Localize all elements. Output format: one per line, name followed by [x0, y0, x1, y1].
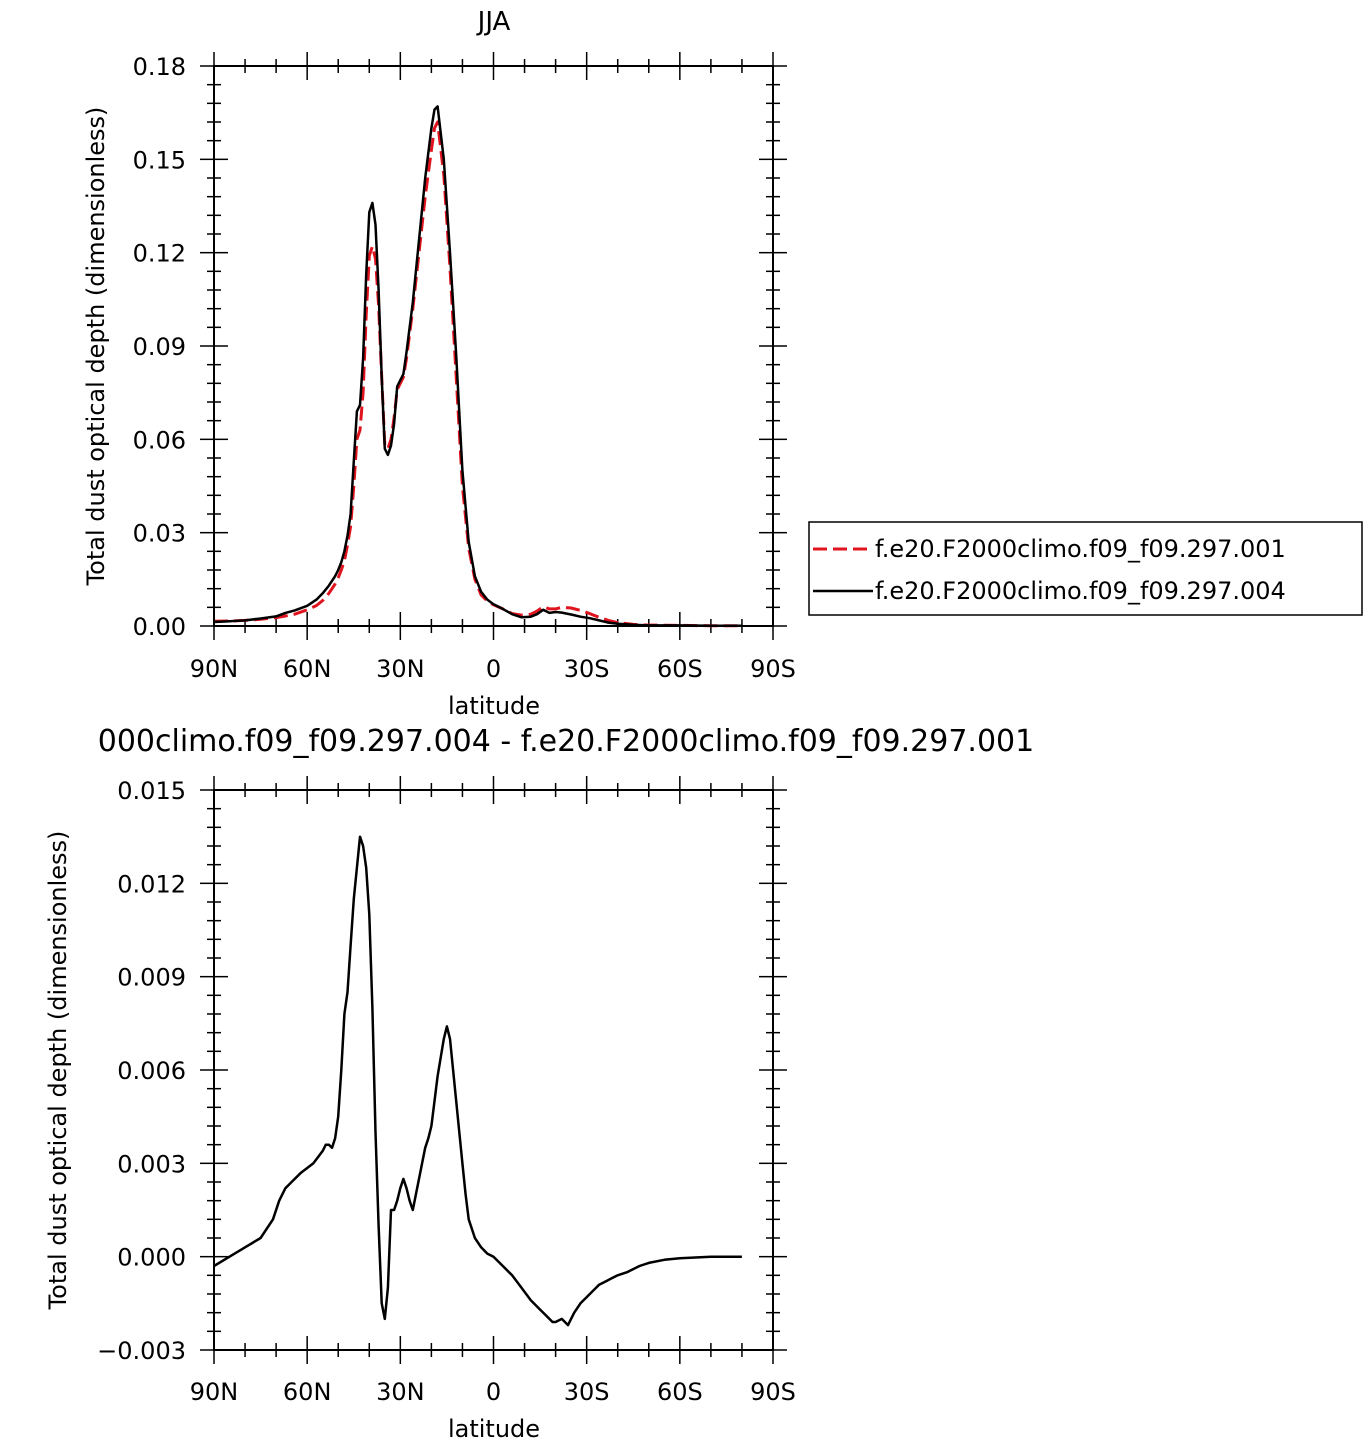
top-panel-y-axis-label: Total dust optical depth (dimensionless)	[82, 107, 110, 587]
x-tick-label: 0	[486, 655, 501, 683]
legend-label-series-004: f.e20.F2000climo.f09_f09.297.004	[875, 577, 1286, 605]
y-tick-label: 0.000	[117, 1244, 186, 1272]
series-line-2	[213, 105, 742, 627]
y-tick-label: 0.015	[117, 777, 186, 805]
x-tick-label: 30N	[376, 655, 425, 683]
bottom-panel-title: 000climo.f09_f09.297.004 - f.e20.F2000cl…	[98, 724, 1034, 759]
legend: f.e20.F2000climo.f09_f09.297.001 f.e20.F…	[808, 521, 1363, 616]
bottom-panel: 000climo.f09_f09.297.004 - f.e20.F2000cl…	[44, 724, 1034, 1443]
x-tick-label: 30N	[376, 1378, 425, 1406]
y-tick-label: 0.06	[133, 426, 186, 454]
top-panel: JJA 90N 60N 30N 0 30S 60S 90S 0.00 0.03 0.06 0.09 0…	[82, 7, 796, 720]
y-tick-label: 0.12	[133, 240, 186, 268]
bottom-panel-ticks	[200, 776, 787, 1364]
top-panel-x-axis-label: latitude	[448, 692, 540, 720]
x-tick-label: 0	[486, 1378, 501, 1406]
bottom-panel-tick-labels: 90N 60N 30N 0 30S 60S 90S −0.003 0.000 0.003 0.006…	[97, 777, 796, 1406]
top-panel-title: JJA	[476, 7, 511, 37]
y-tick-label: 0.18	[133, 53, 186, 81]
y-tick-label: 0.012	[117, 870, 186, 898]
top-panel-plot-frame	[213, 65, 774, 627]
series-line-1	[213, 120, 742, 628]
x-tick-label: 30S	[564, 655, 610, 683]
y-tick-label: 0.15	[133, 146, 186, 174]
bottom-panel-x-axis-label: latitude	[448, 1415, 540, 1443]
series-line-1	[213, 835, 742, 1327]
top-panel-ticks	[200, 52, 787, 640]
bottom-panel-lines	[213, 835, 742, 1327]
y-tick-label: −0.003	[97, 1337, 186, 1365]
legend-label-series-001: f.e20.F2000climo.f09_f09.297.001	[875, 535, 1286, 563]
bottom-panel-plot-frame	[213, 789, 774, 1351]
y-tick-label: 0.003	[117, 1150, 186, 1178]
x-tick-label: 90S	[750, 655, 796, 683]
y-tick-label: 0.006	[117, 1057, 186, 1085]
x-tick-label: 60S	[657, 1378, 703, 1406]
x-tick-label: 60S	[657, 655, 703, 683]
x-tick-label: 90S	[750, 1378, 796, 1406]
legend-box	[808, 521, 1363, 616]
top-panel-tick-labels: 90N 60N 30N 0 30S 60S 90S 0.00 0.03 0.06 0.09 0.12 0…	[133, 53, 796, 683]
x-tick-label: 30S	[564, 1378, 610, 1406]
top-panel-lines	[213, 105, 742, 628]
y-tick-label: 0.009	[117, 964, 186, 992]
y-tick-label: 0.00	[133, 613, 186, 641]
x-tick-label: 90N	[190, 655, 239, 683]
bottom-panel-y-axis-label: Total dust optical depth (dimensionless)	[44, 831, 72, 1311]
x-tick-label: 90N	[190, 1378, 239, 1406]
y-tick-label: 0.09	[133, 333, 186, 361]
x-tick-label: 60N	[283, 1378, 332, 1406]
y-tick-label: 0.03	[133, 520, 186, 548]
x-tick-label: 60N	[283, 655, 332, 683]
